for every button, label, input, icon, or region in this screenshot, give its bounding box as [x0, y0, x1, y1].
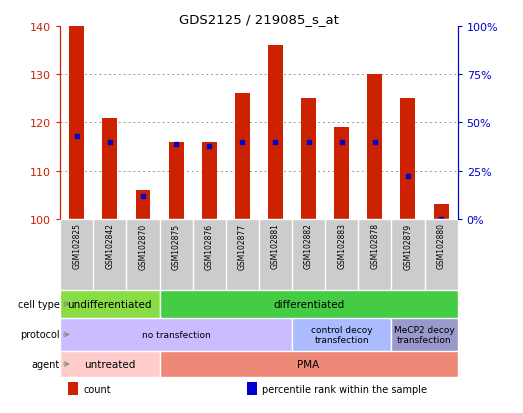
- Text: protocol: protocol: [20, 330, 60, 339]
- Bar: [391, 318, 458, 351]
- Bar: [202, 142, 217, 219]
- Bar: [247, 382, 257, 395]
- Bar: [434, 205, 449, 219]
- Bar: [367, 75, 382, 219]
- Text: undifferentiated: undifferentiated: [67, 299, 152, 309]
- Bar: [60, 351, 160, 377]
- Bar: [235, 94, 250, 219]
- Text: cell type: cell type: [18, 299, 60, 309]
- Bar: [334, 128, 349, 219]
- Text: no transfection: no transfection: [142, 330, 210, 339]
- Text: GSM102870: GSM102870: [139, 223, 147, 269]
- Bar: [168, 142, 184, 219]
- Text: percentile rank within the sample: percentile rank within the sample: [262, 384, 427, 394]
- Text: GSM102880: GSM102880: [437, 223, 446, 269]
- Text: agent: agent: [31, 359, 60, 369]
- Bar: [68, 382, 78, 395]
- Text: GSM102842: GSM102842: [105, 223, 115, 269]
- Bar: [401, 99, 415, 219]
- Bar: [60, 318, 292, 351]
- Bar: [292, 318, 391, 351]
- Bar: [160, 351, 458, 377]
- Text: GSM102881: GSM102881: [271, 223, 280, 268]
- Text: PMA: PMA: [298, 359, 320, 369]
- Bar: [103, 118, 117, 219]
- Text: GSM102882: GSM102882: [304, 223, 313, 268]
- Bar: [135, 190, 151, 219]
- Text: control decoy
transfection: control decoy transfection: [311, 325, 372, 344]
- Text: GSM102878: GSM102878: [370, 223, 379, 269]
- Bar: [60, 290, 160, 318]
- Text: GSM102876: GSM102876: [204, 223, 214, 269]
- Title: GDS2125 / 219085_s_at: GDS2125 / 219085_s_at: [179, 13, 339, 26]
- Bar: [160, 290, 458, 318]
- Text: GSM102877: GSM102877: [238, 223, 247, 269]
- Bar: [301, 99, 316, 219]
- Text: MeCP2 decoy
transfection: MeCP2 decoy transfection: [394, 325, 455, 344]
- Text: GSM102875: GSM102875: [172, 223, 180, 269]
- Text: differentiated: differentiated: [273, 299, 344, 309]
- Text: untreated: untreated: [84, 359, 135, 369]
- Text: GSM102879: GSM102879: [403, 223, 413, 269]
- Text: GSM102825: GSM102825: [72, 223, 81, 269]
- Text: count: count: [83, 384, 111, 394]
- Bar: [268, 46, 283, 219]
- Bar: [69, 27, 84, 219]
- Text: GSM102883: GSM102883: [337, 223, 346, 269]
